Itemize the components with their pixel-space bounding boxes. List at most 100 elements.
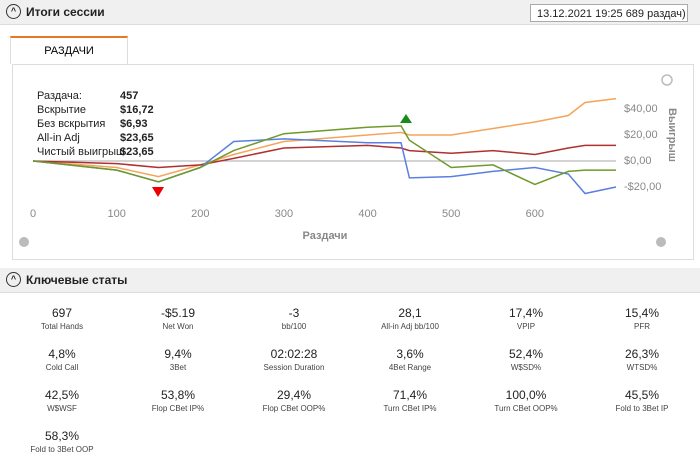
section-title: Ключевые статы [26,273,128,287]
stat: 100,0% Turn CBet OOP% [468,388,584,413]
stat-value: 45,5% [624,388,660,402]
stat-value: 697 [51,306,73,320]
stat: 28,1 All-in Adj bb/100 [352,306,468,331]
stat-label: Fold to 3Bet IP [615,404,669,413]
stat-value: 02:02:28 [270,347,318,361]
stat: 42,5% W$WSF [4,388,120,413]
max-marker [400,114,412,123]
stat: 45,5% Fold to 3Bet IP [584,388,700,413]
y-tick-label: $0,00 [624,155,652,167]
stat: 53,8% Flop CBet IP% [120,388,236,413]
y-axis-label: Выигрыш [666,108,678,162]
collapse-button[interactable]: ^ [6,4,21,19]
x-tick-label: 500 [442,208,460,220]
x-tick-label: 300 [275,208,293,220]
tooltip-label: Без вскрытия [37,118,105,130]
tooltip-label: All-in Adj [37,132,80,144]
y-tick-label: -$20,00 [624,181,661,193]
stat-label: W$SD% [510,363,542,372]
stats-header: ^ Ключевые статы [0,268,700,293]
stat-value: 52,4% [508,347,544,361]
tooltip-box [33,88,151,160]
stat-value: 26,3% [624,347,660,361]
series-line [32,125,616,186]
x-tick-label: 0 [30,208,36,220]
stat-value: 15,4% [624,306,660,320]
stat-label: Session Duration [263,363,325,372]
chart-panel [12,64,694,260]
tooltip-label: Вскрытие [37,104,86,116]
stat-value: 71,4% [392,388,428,402]
y-tick-label: $40,00 [624,103,658,115]
stat-label: PFR [634,322,650,331]
tooltip: Раздача: 457 Вскрытие $16,72 Без вскрытия $6,… [33,88,154,160]
stat-label: bb/100 [281,322,307,331]
stat-label: Flop CBet OOP% [262,404,326,413]
stat-label: 3Bet [169,363,187,372]
stat-label: Net Won [162,322,194,331]
stat-label: Turn CBet IP% [383,404,437,413]
session-select[interactable]: 13.12.2021 19:25 689 раздач) [530,4,688,22]
stat: -3 bb/100 [236,306,352,331]
stat-value: 3,6% [396,347,424,361]
stat-label: Flop CBet IP% [151,404,205,413]
stat-value: -$5.19 [160,306,196,320]
stat-label: All-in Adj bb/100 [381,322,439,331]
stat-label: 4Bet Range [388,363,432,372]
stat: 26,3% WTSD% [584,347,700,372]
stat-value: 28,1 [398,306,422,320]
tooltip-label: Раздача: [37,90,82,102]
series-line [32,144,616,169]
info-icon [656,237,666,247]
chart: 0 100 200 300 400 500 600 $40,00 $20,00 $0,00 -$20… [19,74,678,247]
zoom-icon [661,74,673,86]
stat: 15,4% PFR [584,306,700,331]
tooltip-value: 457 [120,90,138,102]
stat-label: Total Hands [40,322,84,331]
stat-value: 4,8% [48,347,76,361]
x-tick-label: 100 [107,208,125,220]
stat-label: Fold to 3Bet OOP [30,445,94,454]
x-tick-label: 600 [526,208,544,220]
stat: 9,4% 3Bet [120,347,236,372]
stat-value: 9,4% [164,347,192,361]
stat-label: VPIP [516,322,536,331]
stat: 4,8% Cold Call [4,347,120,372]
x-tick-label: 400 [358,208,376,220]
stat-label: Cold Call [45,363,79,372]
stat-value: 58,3% [44,429,80,443]
stat-value: 53,8% [160,388,196,402]
stat: 29,4% Flop CBet OOP% [236,388,352,413]
stat: -$5.19 Net Won [120,306,236,331]
stat: 17,4% VPIP [468,306,584,331]
stat: 58,3% Fold to 3Bet OOP [4,429,120,454]
min-marker [152,187,164,197]
x-axis-label: Раздачи [303,230,348,242]
stat: 3,6% 4Bet Range [352,347,468,372]
section-title: Итоги сессии [26,5,105,19]
stat: 71,4% Turn CBet IP% [352,388,468,413]
tooltip-value: $16,72 [120,104,154,116]
stat-label: WTSD% [626,363,658,372]
tooltip-value: $6,93 [120,118,148,130]
settings-icon [19,237,29,247]
series-line [32,97,617,178]
session-header: ^ Итоги сессии 13.12.2021 19:25 689 разд… [0,0,700,25]
collapse-button[interactable]: ^ [6,272,21,287]
stat-label: W$WSF [47,404,77,413]
stat-value: -3 [288,306,300,320]
stat: 52,4% W$SD% [468,347,584,372]
stat: 02:02:28 Session Duration [236,347,352,372]
tooltip-value: $23,65 [120,132,154,144]
stat-value: 17,4% [508,306,544,320]
x-tick-label: 200 [191,208,209,220]
y-tick-label: $20,00 [624,129,658,141]
tooltip-label: Чистый выигрыш [37,146,125,158]
tooltip-value: $23,65 [120,146,154,158]
stat: 697 Total Hands [4,306,120,331]
tab[interactable]: РАЗДАЧИ [10,36,128,64]
stat-value: 29,4% [276,388,312,402]
stat-label: Turn CBet OOP% [494,404,558,413]
stat-value: 42,5% [44,388,80,402]
